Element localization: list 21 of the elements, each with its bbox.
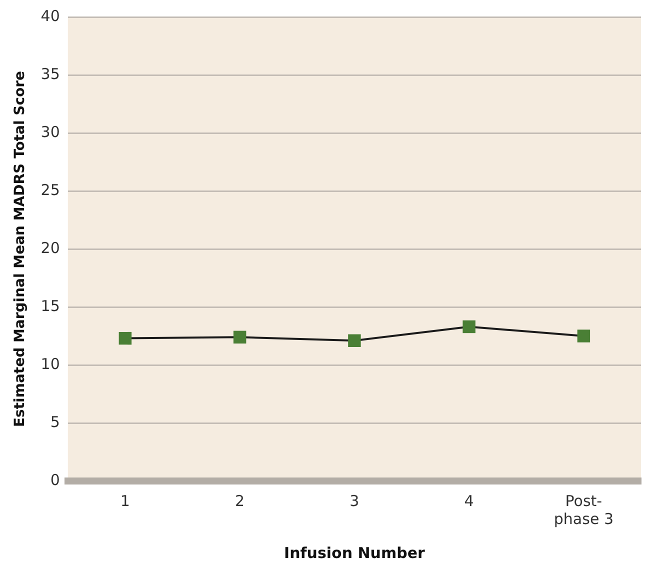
y-tick-label: 5	[50, 412, 60, 431]
y-tick-label: 30	[40, 122, 60, 141]
y-tick-label: 15	[40, 296, 60, 315]
x-tick-label: 3	[350, 492, 360, 510]
x-tick-label: 4	[464, 492, 474, 510]
point	[348, 334, 361, 348]
point	[462, 320, 476, 334]
point	[118, 332, 132, 345]
point	[577, 330, 590, 342]
y-tick-label: 35	[40, 64, 60, 83]
y-axis-title: Estimated Marginal Mean MADRS Total Score	[12, 70, 28, 428]
y-tick-label: 10	[40, 354, 60, 373]
x-tick-label: 2	[235, 492, 245, 510]
y-tick-label: 20	[40, 238, 60, 257]
x-axis-title: Infusion Number	[284, 544, 426, 562]
y-tick-label: 0	[50, 470, 60, 489]
y-tick-label: 25	[40, 180, 60, 199]
x-tick-label: Post-phase 3	[554, 492, 614, 528]
point	[233, 330, 246, 344]
y-tick-label: 40	[40, 6, 60, 25]
x-tick-label: 1	[120, 492, 130, 510]
